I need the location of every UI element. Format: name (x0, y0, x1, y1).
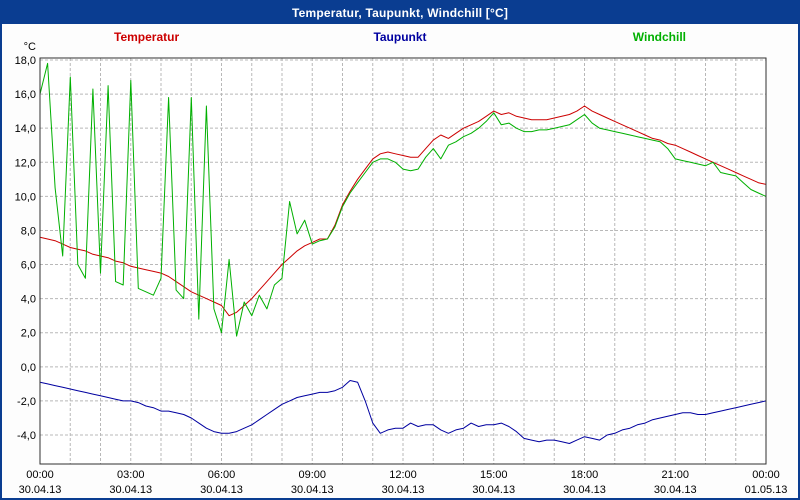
chart-plot: °C 18,0 16,0 14,0 12,0 10,0 8,0 6,0 4,0 2,0 0,0 -2,… (15, 41, 788, 496)
x-tick-date-label: 01.05.13 (745, 484, 788, 496)
x-tick-date-label: 30.04.13 (563, 484, 606, 496)
titlebar: Temperatur, Taupunkt, Windchill [°C] (2, 2, 798, 24)
x-tick-date-label: 30.04.13 (291, 484, 334, 496)
series-line-windchill (39, 62, 767, 337)
y-tick-label: 0,0 (21, 362, 36, 374)
x-tick-date-label: 30.04.13 (200, 484, 243, 496)
chart-area: Temperatur Taupunkt Windchill °C 18,0 16,0… (2, 24, 798, 498)
x-tick-time-label: 15:00 (480, 469, 508, 481)
y-tick-label: 2,0 (21, 328, 36, 340)
axis-frame (39, 57, 767, 465)
x-tick-date-label: 30.04.13 (19, 484, 62, 496)
x-tick-date-label: 30.04.13 (472, 484, 515, 496)
x-tick-time-label: 06:00 (208, 469, 236, 481)
x-tick-date-label: 30.04.13 (654, 484, 697, 496)
x-tick-time-label: 00:00 (752, 469, 780, 481)
y-tick-label: 4,0 (21, 294, 36, 306)
y-tick-label: 8,0 (21, 225, 36, 237)
y-tick-label: 10,0 (15, 191, 36, 203)
y-axis-unit-label: °C (24, 41, 36, 53)
y-tick-label: -2,0 (17, 396, 36, 408)
x-tick-time-label: 18:00 (571, 469, 599, 481)
x-tick-time-label: 12:00 (389, 469, 417, 481)
x-tick-time-label: 00:00 (26, 469, 54, 481)
series-line-taupunkt (39, 380, 767, 444)
y-tick-label: 16,0 (15, 89, 36, 101)
x-tick-time-label: 09:00 (298, 469, 326, 481)
y-tick-label: 14,0 (15, 123, 36, 135)
y-tick-label: 6,0 (21, 260, 36, 272)
legend-windchill: Windchill (632, 30, 686, 44)
y-tick-label: 12,0 (15, 157, 36, 169)
legend-taupunkt: Taupunkt (373, 30, 427, 44)
window-title: Temperatur, Taupunkt, Windchill [°C] (291, 6, 509, 20)
legend-temperatur: Temperatur (114, 30, 180, 44)
y-tick-label: -4,0 (17, 430, 36, 442)
x-tick-time-label: 21:00 (661, 469, 689, 481)
x-tick-date-label: 30.04.13 (109, 484, 152, 496)
x-tick-time-label: 03:00 (117, 469, 145, 481)
x-tick-date-label: 30.04.13 (382, 484, 425, 496)
y-tick-label: 18,0 (15, 55, 36, 67)
